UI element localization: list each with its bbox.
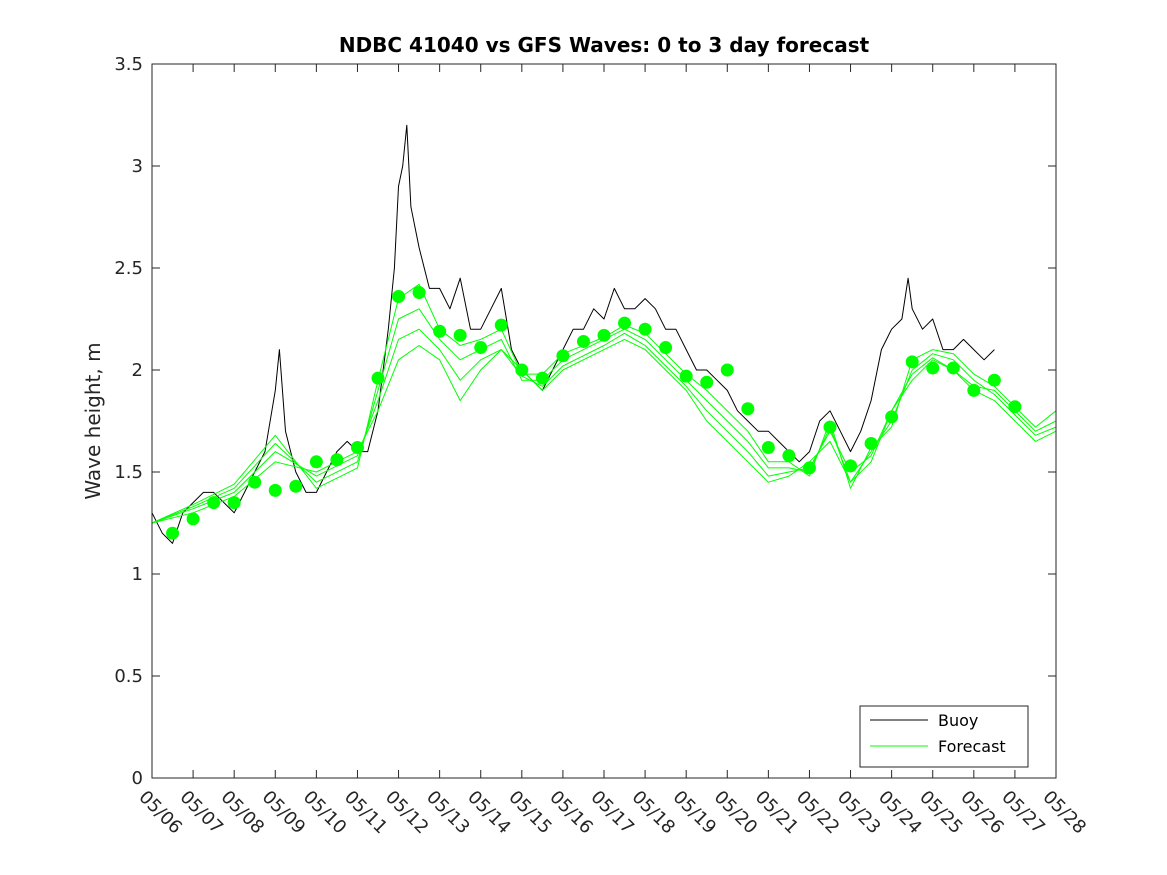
forecast-point	[679, 369, 693, 383]
forecast-point	[946, 361, 960, 375]
forecast-point	[248, 475, 262, 489]
forecast-point	[987, 373, 1001, 387]
forecast-point	[782, 449, 796, 463]
legend-label-buoy: Buoy	[938, 711, 978, 730]
y-tick-label: 3.5	[114, 54, 143, 75]
forecast-point	[659, 341, 673, 355]
forecast-point	[926, 361, 940, 375]
buoy-series-line	[151, 124, 995, 544]
legend-label-forecast: Forecast	[938, 737, 1006, 756]
y-tick-label: 2	[132, 360, 143, 381]
legend-box	[859, 705, 1029, 768]
forecast-point	[720, 363, 734, 377]
y-axis-label: Wave height, m	[81, 342, 105, 499]
forecast-point	[227, 496, 241, 510]
plot-frame	[151, 63, 1057, 779]
forecast-point	[268, 483, 282, 497]
y-tick-label: 0	[132, 768, 143, 789]
forecast-point	[289, 479, 303, 493]
y-tick-label: 1.5	[114, 462, 143, 483]
forecast-series-line	[151, 283, 1057, 524]
forecast-point	[166, 526, 180, 540]
chart-title: NDBC 41040 vs GFS Waves: 0 to 3 day fore…	[339, 33, 870, 57]
legend: Buoy Forecast	[859, 705, 1029, 768]
forecast-point	[494, 318, 508, 332]
forecast-point	[535, 371, 549, 385]
y-tick-label: 1	[132, 564, 143, 585]
forecast-series-line	[151, 338, 1057, 524]
forecast-point	[433, 324, 447, 338]
forecast-point	[186, 512, 200, 526]
forecast-series-line	[151, 308, 1057, 524]
series-layer	[151, 124, 1057, 544]
forecast-point	[741, 402, 755, 416]
y-tick-label: 3	[132, 156, 143, 177]
forecast-point	[412, 285, 426, 299]
forecast-point	[392, 290, 406, 304]
forecast-point	[453, 328, 467, 342]
y-tick-label: 2.5	[114, 258, 143, 279]
forecast-point	[700, 375, 714, 389]
forecast-point	[309, 455, 323, 469]
forecast-series-line	[151, 328, 1057, 524]
plot-area	[152, 64, 1056, 778]
y-tick-label: 0.5	[114, 666, 143, 687]
forecast-point	[761, 441, 775, 455]
